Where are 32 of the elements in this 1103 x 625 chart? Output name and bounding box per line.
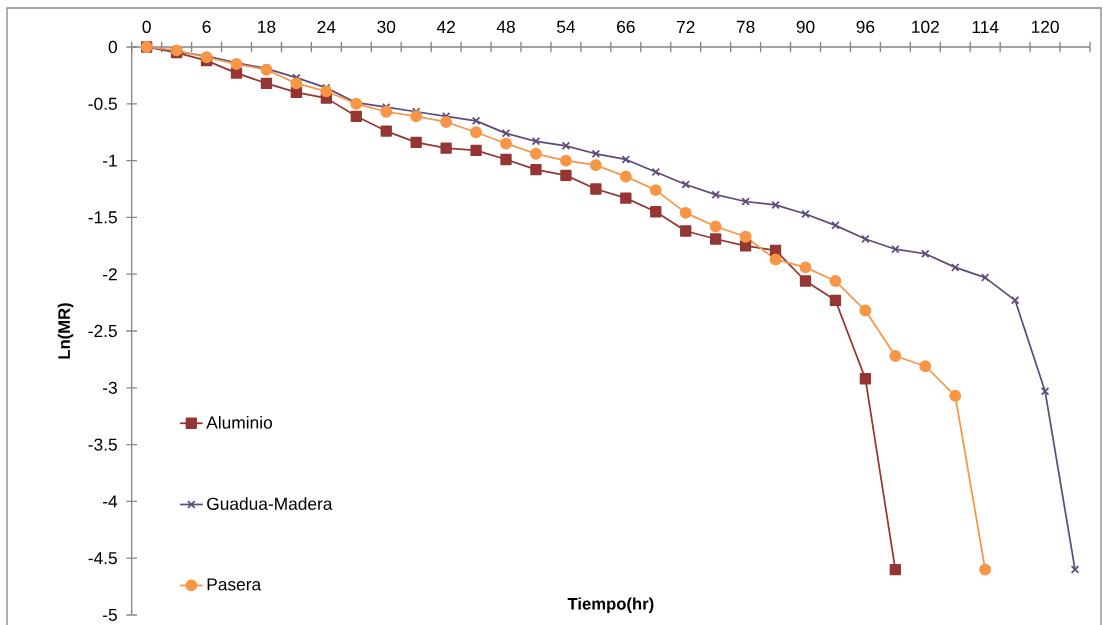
y-tick-label: -3 [103, 381, 117, 394]
x-tick-label: 78 [736, 20, 755, 33]
legend-label: Aluminio [206, 415, 272, 429]
x-tick-label: 24 [317, 20, 336, 33]
legend-label: Guadua-Madera [207, 497, 333, 510]
y-tick-label: -1 [103, 154, 117, 167]
y-tick-label: -2 [103, 268, 117, 281]
y-tick-label: -3.5 [88, 438, 117, 451]
y-tick-label: -4.5 [88, 552, 117, 565]
x-tick-label: 102 [912, 20, 939, 33]
x-tick-label: 30 [377, 20, 396, 33]
y-tick-label: -5 [103, 608, 117, 622]
x-tick-label: 114 [972, 21, 999, 33]
x-tick-label: 72 [676, 20, 695, 33]
y-axis-title: Ln(MR) [57, 303, 74, 359]
x-tick-label: 18 [258, 20, 276, 33]
x-tick-label: 120 [1031, 20, 1059, 33]
x-tick-label: 48 [496, 20, 515, 33]
x-tick-label: 0 [142, 20, 151, 33]
x-tick-label: 54 [556, 20, 576, 33]
x-tick-label: 96 [856, 20, 875, 33]
x-tick-label: 42 [436, 20, 455, 33]
x-tick-label: 66 [617, 20, 635, 33]
x-tick-label: 90 [796, 20, 815, 33]
x-axis-title: Tiempo(hr) [567, 597, 654, 613]
y-tick-label: -0.5 [88, 97, 117, 110]
y-tick-label: 0 [108, 40, 117, 54]
y-tick-label: -2.5 [88, 324, 117, 338]
x-tick-label: 6 [202, 20, 211, 33]
y-tick-label: -1.5 [88, 211, 117, 224]
legend-label: Pasera [207, 578, 262, 591]
y-tick-label: -4 [103, 495, 118, 508]
